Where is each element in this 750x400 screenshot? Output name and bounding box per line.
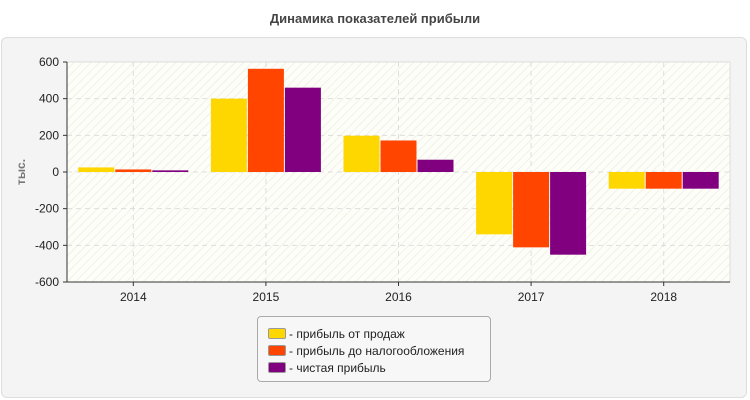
legend-swatch	[268, 345, 286, 356]
bar-2018-1	[645, 172, 682, 189]
x-tick-label: 2016	[385, 290, 412, 304]
bar-2018-0	[608, 172, 645, 189]
legend-item[interactable]: прибыль до налогообложения	[258, 342, 490, 359]
bar-2017-0	[476, 172, 513, 235]
y-tick-label: 400	[39, 92, 59, 106]
bar-2016-1	[380, 140, 417, 172]
bar-2014-1	[115, 169, 152, 172]
legend-swatch	[268, 328, 286, 339]
y-tick-label: 200	[39, 128, 59, 142]
y-tick-label: -600	[35, 275, 59, 289]
bar-2014-0	[78, 167, 115, 172]
legend-item[interactable]: чистая прибыль	[258, 359, 490, 376]
bar-2015-1	[247, 68, 284, 172]
bar-2015-2	[284, 87, 321, 172]
y-axis-label: тыс.	[14, 159, 28, 185]
bar-2018-2	[682, 172, 719, 189]
x-tick-label: 2018	[650, 290, 677, 304]
bar-2017-2	[550, 172, 587, 255]
x-tick-label: 2014	[120, 290, 147, 304]
legend-item[interactable]: прибыль от продаж	[258, 325, 490, 342]
bar-2016-2	[417, 159, 454, 172]
x-tick-label: 2017	[518, 290, 545, 304]
y-tick-label: -400	[35, 238, 59, 252]
legend: прибыль от продаж прибыль до налогооблож…	[257, 316, 491, 382]
bar-2017-1	[513, 172, 550, 248]
x-tick-label: 2015	[253, 290, 280, 304]
bar-2014-2	[152, 170, 189, 172]
y-tick-label: -200	[35, 202, 59, 216]
chart-title: Динамика показателей прибыли	[269, 11, 481, 26]
legend-label: чистая прибыль	[289, 361, 385, 375]
legend-label: прибыль до налогообложения	[289, 344, 464, 358]
legend-swatch	[268, 362, 286, 373]
y-tick-label: 600	[39, 55, 59, 69]
legend-label: прибыль от продаж	[289, 327, 405, 341]
bar-2015-0	[210, 98, 247, 172]
bar-2016-0	[343, 135, 380, 172]
y-tick-label: 0	[52, 165, 59, 179]
